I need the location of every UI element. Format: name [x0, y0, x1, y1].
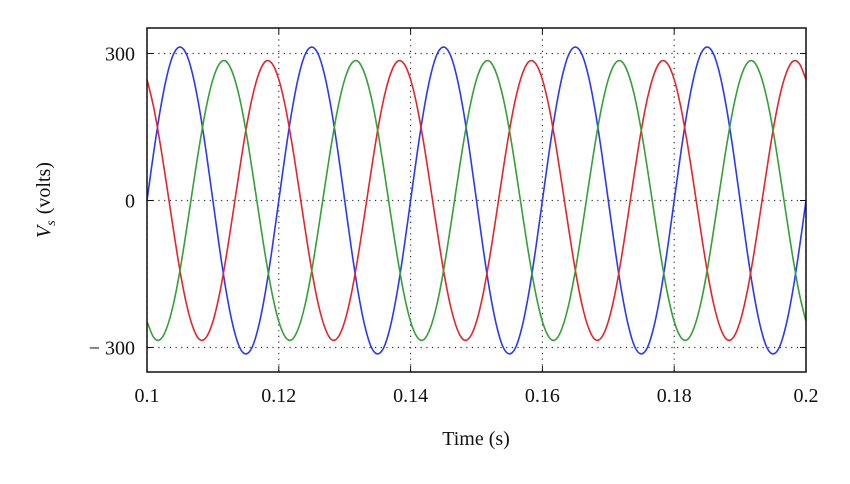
y-axis-subscript: s [44, 220, 59, 226]
series-line [147, 46, 806, 355]
y-axis-label: Vs (volts) [33, 162, 59, 238]
x-tick-label: 0.2 [794, 385, 819, 407]
y-tick-label: 300 [105, 43, 135, 65]
x-axis-label: Time (s) [442, 428, 510, 450]
y-axis-unit: (volts) [33, 162, 55, 214]
x-tick-label: 0.14 [393, 385, 428, 407]
series-line [147, 59, 806, 342]
y-tick-label: − 300 [89, 337, 135, 359]
y-tick-label: 0 [125, 190, 135, 212]
x-tick-label: 0.12 [261, 385, 296, 407]
series-line [147, 59, 806, 342]
x-tick-label: 0.1 [135, 385, 160, 407]
x-tick-label: 0.16 [525, 385, 560, 407]
plot-frame [146, 27, 807, 373]
x-tick-label: 0.18 [657, 385, 692, 407]
y-axis-symbol: V [33, 223, 55, 238]
